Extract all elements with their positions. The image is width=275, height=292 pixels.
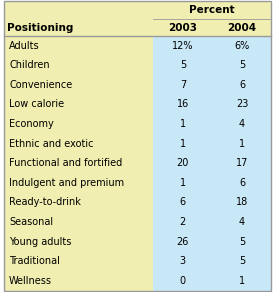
Text: 5: 5 <box>239 237 245 246</box>
Bar <box>4 55 153 75</box>
Bar <box>4 134 153 153</box>
Bar <box>153 75 271 95</box>
Text: 7: 7 <box>180 80 186 90</box>
Text: 5: 5 <box>239 60 245 70</box>
Bar <box>153 36 271 55</box>
Bar <box>153 153 271 173</box>
Text: Young adults: Young adults <box>9 237 72 246</box>
Text: 1: 1 <box>180 119 186 129</box>
Bar <box>4 36 153 55</box>
Text: 1: 1 <box>180 139 186 149</box>
Bar <box>153 134 271 153</box>
Bar <box>4 251 153 271</box>
Text: 3: 3 <box>180 256 186 266</box>
Text: 18: 18 <box>236 197 248 207</box>
Bar <box>4 153 153 173</box>
Text: 2003: 2003 <box>168 23 197 33</box>
Text: 2: 2 <box>180 217 186 227</box>
Text: Seasonal: Seasonal <box>9 217 53 227</box>
Text: Wellness: Wellness <box>9 276 52 286</box>
Text: 20: 20 <box>177 158 189 168</box>
Text: 0: 0 <box>180 276 186 286</box>
Text: 4: 4 <box>239 119 245 129</box>
Bar <box>153 95 271 114</box>
Text: Functional and fortified: Functional and fortified <box>9 158 122 168</box>
Bar <box>4 95 153 114</box>
Text: 1: 1 <box>239 276 245 286</box>
Text: Indulgent and premium: Indulgent and premium <box>9 178 124 188</box>
Bar <box>153 55 271 75</box>
Text: 2004: 2004 <box>227 23 257 33</box>
Text: Low calorie: Low calorie <box>9 100 64 110</box>
Bar <box>4 1 271 36</box>
Text: 6: 6 <box>180 197 186 207</box>
Text: 26: 26 <box>177 237 189 246</box>
Text: 6: 6 <box>239 80 245 90</box>
Text: 16: 16 <box>177 100 189 110</box>
Bar <box>153 251 271 271</box>
Text: 4: 4 <box>239 217 245 227</box>
Text: Ethnic and exotic: Ethnic and exotic <box>9 139 94 149</box>
Text: Positioning: Positioning <box>7 23 74 33</box>
Bar <box>153 212 271 232</box>
Bar <box>4 212 153 232</box>
Bar <box>4 173 153 193</box>
Text: 6%: 6% <box>234 41 250 51</box>
Bar <box>153 232 271 251</box>
Text: 1: 1 <box>239 139 245 149</box>
Text: Adults: Adults <box>9 41 40 51</box>
Bar <box>4 193 153 212</box>
Bar <box>4 114 153 134</box>
Bar <box>153 193 271 212</box>
Text: Ready-to-drink: Ready-to-drink <box>9 197 81 207</box>
Text: Traditional: Traditional <box>9 256 60 266</box>
Text: 1: 1 <box>180 178 186 188</box>
Text: 5: 5 <box>239 256 245 266</box>
Text: 5: 5 <box>180 60 186 70</box>
Text: 6: 6 <box>239 178 245 188</box>
Bar <box>4 271 153 291</box>
Bar <box>153 173 271 193</box>
Bar <box>4 75 153 95</box>
Text: 12%: 12% <box>172 41 194 51</box>
Bar <box>153 114 271 134</box>
Text: 17: 17 <box>236 158 248 168</box>
Text: Convenience: Convenience <box>9 80 72 90</box>
Text: Children: Children <box>9 60 50 70</box>
Bar <box>153 271 271 291</box>
Text: 23: 23 <box>236 100 248 110</box>
Text: Percent: Percent <box>189 5 235 15</box>
Text: Economy: Economy <box>9 119 54 129</box>
Bar <box>4 232 153 251</box>
